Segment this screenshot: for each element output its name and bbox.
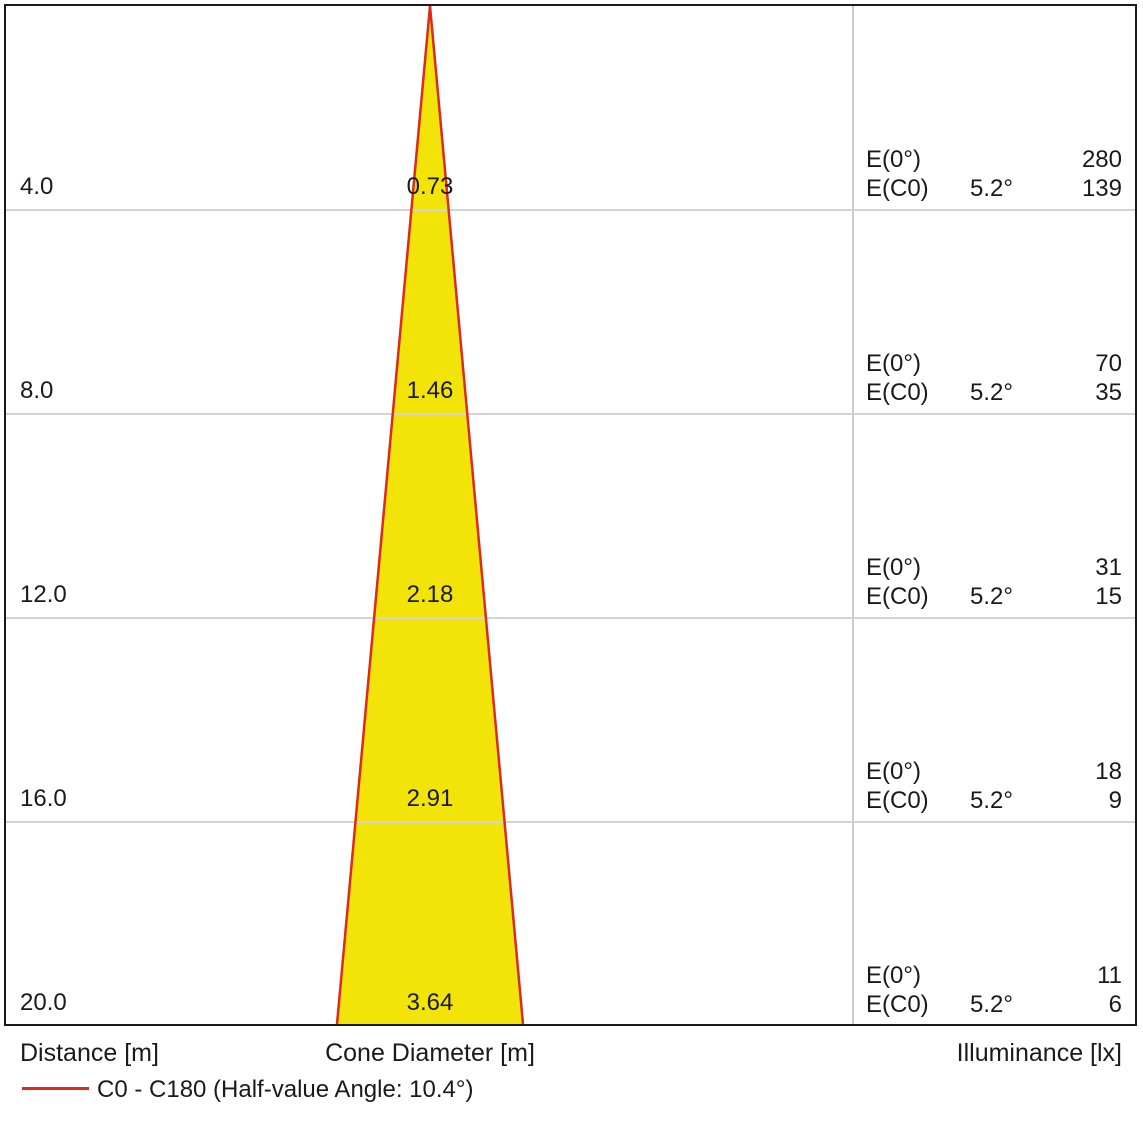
e0-angle [970,758,1022,786]
e0-label: E(0°) [866,350,921,377]
e0-value: 31 [1095,554,1122,581]
ec0-angle: 5.2° [970,583,1013,610]
illuminance-ec0-line: E(C0) 5.2° 6 [866,991,1122,1019]
illuminance-e0-line: E(0°) 31 [866,554,1122,582]
e0-angle [970,146,1022,174]
chart-frame [4,4,1137,1026]
ec0-value: 9 [1108,787,1122,814]
cone-diameter-value: 0.73 [406,173,454,200]
illuminance-e0-line: E(0°) 70 [866,350,1122,378]
ec0-label: E(C0) [866,175,929,202]
e0-angle [970,962,1022,990]
ec0-value: 15 [1095,583,1122,610]
illuminance-ec0-line: E(C0) 5.2° 15 [866,583,1122,611]
ec0-label: E(C0) [866,379,929,406]
ec0-value: 6 [1108,991,1122,1018]
illuminance-ec0-line: E(C0) 5.2° 9 [866,787,1122,815]
light-cone-fill [337,6,523,1024]
illuminance-axis-label: Illuminance [lx] [956,1039,1122,1067]
ec0-angle: 5.2° [970,787,1013,814]
cone-diameter-value: 2.18 [406,581,454,608]
legend-label: C0 - C180 (Half-value Angle: 10.4°) [97,1076,474,1103]
cone-chart-svg [6,6,1135,1024]
ec0-label: E(C0) [866,787,929,814]
e0-value: 280 [1081,146,1122,173]
ec0-angle: 5.2° [970,991,1013,1018]
e0-label: E(0°) [866,758,921,785]
distance-value: 4.0 [20,173,54,200]
distance-value: 20.0 [20,989,67,1016]
distance-axis-label: Distance [m] [20,1039,159,1067]
ec0-label: E(C0) [866,583,929,610]
e0-label: E(0°) [866,554,921,581]
e0-angle [970,350,1022,378]
e0-value: 70 [1095,350,1122,377]
cone-diameter-value: 3.64 [406,989,454,1016]
illuminance-ec0-line: E(C0) 5.2° 139 [866,175,1122,203]
distance-value: 12.0 [20,581,67,608]
e0-label: E(0°) [866,962,921,989]
light-cone-outline [335,6,525,1024]
cone-diameter-value: 2.91 [406,785,454,812]
cone-diameter-axis-label: Cone Diameter [m] [325,1039,535,1067]
e0-value: 18 [1095,758,1122,785]
e0-label: E(0°) [866,146,921,173]
illuminance-e0-line: E(0°) 18 [866,758,1122,786]
distance-value: 8.0 [20,377,54,404]
ec0-value: 35 [1095,379,1122,406]
illuminance-e0-line: E(0°) 280 [866,146,1122,174]
ec0-angle: 5.2° [970,175,1013,202]
e0-value: 11 [1097,962,1122,989]
ec0-angle: 5.2° [970,379,1013,406]
e0-angle [970,554,1022,582]
ec0-label: E(C0) [866,991,929,1018]
illuminance-e0-line: E(0°) 11 [866,962,1122,990]
illuminance-ec0-line: E(C0) 5.2° 35 [866,379,1122,407]
ec0-value: 139 [1081,175,1122,202]
distance-value: 16.0 [20,785,67,812]
legend-line [22,1087,89,1090]
cone-diameter-value: 1.46 [406,377,454,404]
